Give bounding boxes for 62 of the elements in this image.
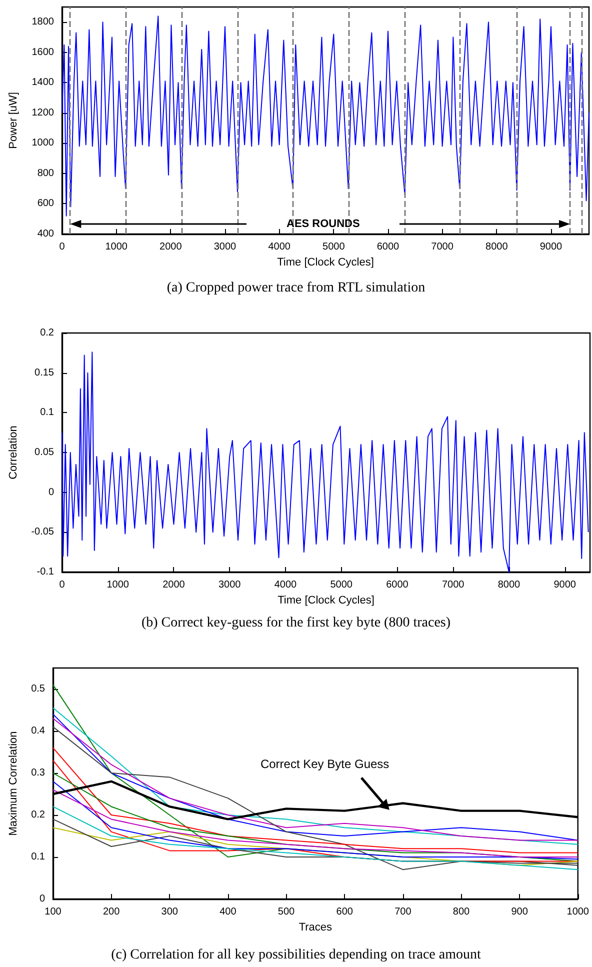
text: (b) Correct key-guess for the first key byte (800 traces) bbox=[141, 616, 451, 630]
x-tick-label: 1000 bbox=[566, 906, 590, 918]
annotation: Correct Key Byte Guess bbox=[260, 756, 390, 771]
x-tick-label: 0 bbox=[59, 580, 66, 590]
x-tick-label: 3000 bbox=[218, 580, 242, 590]
x-tick-label: 4000 bbox=[274, 580, 298, 590]
x-tick-label: 7000 bbox=[442, 580, 465, 590]
y-tick-label: 0.05 bbox=[34, 447, 54, 458]
x-tick-label: 2000 bbox=[162, 580, 186, 590]
x-tick-label: 8000 bbox=[486, 242, 508, 252]
y-tick-label: 0 bbox=[39, 894, 46, 904]
y-axis-title: Maximum Correlation bbox=[8, 731, 20, 836]
x-tick-label: 5000 bbox=[330, 580, 353, 590]
y-tick-label: 1800 bbox=[32, 16, 54, 28]
text: (a) Cropped power trace from RTL simulation bbox=[166, 280, 426, 296]
y-tick-label: 600 bbox=[37, 198, 54, 210]
x-tick-label: 600 bbox=[336, 906, 354, 918]
y-tick-label: 1000 bbox=[32, 138, 54, 149]
x-tick-label: 100 bbox=[44, 906, 62, 918]
x-tick-label: 300 bbox=[161, 906, 178, 918]
y-tick-label: 0.15 bbox=[34, 367, 54, 378]
x-tick-label: 9000 bbox=[554, 580, 576, 590]
y-tick-label: 400 bbox=[37, 228, 54, 240]
x-tick-label: 1000 bbox=[105, 242, 128, 252]
x-axis-title: Time [Clock Cycles] bbox=[278, 594, 374, 606]
y-tick-label: 0.2 bbox=[40, 328, 54, 338]
x-tick-label: 6000 bbox=[386, 580, 409, 590]
x-axis-title: Traces bbox=[298, 921, 333, 934]
x-tick-label: 2000 bbox=[160, 242, 182, 252]
y-tick-label: 1600 bbox=[32, 46, 54, 58]
x-tick-label: 900 bbox=[511, 906, 528, 918]
y-tick-label: 0.5 bbox=[31, 684, 46, 694]
x-axis-title: Time [Clock Cycles] bbox=[277, 256, 374, 268]
x-tick-label: 700 bbox=[394, 906, 412, 918]
y-tick-label: 0.1 bbox=[31, 852, 46, 862]
x-tick-label: 4000 bbox=[268, 242, 291, 252]
y-tick-label: 0.2 bbox=[31, 810, 46, 820]
y-tick-label: 0.1 bbox=[40, 407, 54, 418]
x-tick-label: 400 bbox=[220, 906, 237, 918]
annotation: AES ROUNDS bbox=[286, 218, 360, 230]
y-tick-label: 800 bbox=[37, 168, 54, 179]
x-tick-label: 0 bbox=[59, 242, 66, 252]
y-tick-label: 0.3 bbox=[31, 768, 46, 778]
x-tick-label: 6000 bbox=[376, 242, 400, 252]
y-tick-label: -0.1 bbox=[36, 566, 54, 578]
x-tick-label: 7000 bbox=[431, 242, 454, 252]
x-tick-label: 1000 bbox=[106, 580, 130, 590]
y-tick-label: -0.05 bbox=[31, 526, 54, 538]
x-tick-label: 9000 bbox=[540, 242, 563, 252]
y-tick-label: 0.4 bbox=[31, 726, 46, 736]
y-tick-label: 1200 bbox=[32, 107, 54, 118]
x-tick-label: 5000 bbox=[322, 242, 346, 252]
y-axis-title: Correlation bbox=[8, 426, 20, 480]
x-tick-label: 800 bbox=[452, 906, 470, 918]
y-tick-label: 1400 bbox=[32, 77, 54, 88]
x-tick-label: 3000 bbox=[214, 242, 237, 252]
y-axis-title: Power [uW] bbox=[8, 92, 20, 149]
text: (c) Correlation for all key possibilities depending on trace amount bbox=[111, 948, 481, 962]
x-tick-label: 200 bbox=[102, 906, 120, 918]
x-tick-label: 8000 bbox=[498, 580, 521, 590]
x-tick-label: 500 bbox=[278, 906, 296, 918]
y-tick-label: 0 bbox=[48, 486, 54, 498]
